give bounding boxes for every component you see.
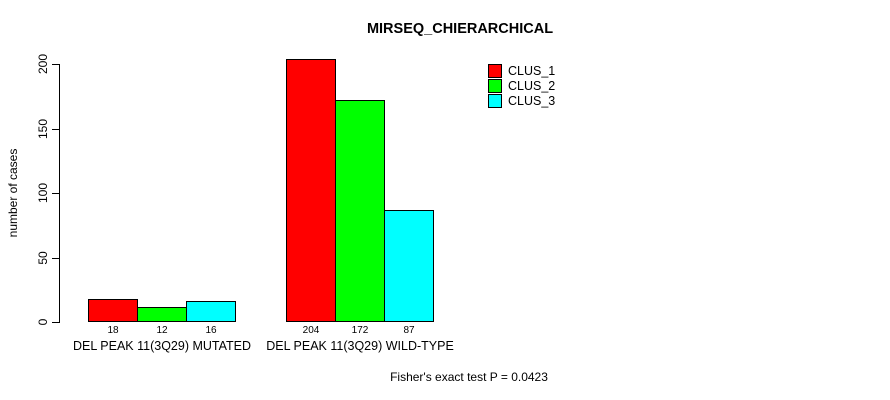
legend-item-clus_3: CLUS_3 xyxy=(488,94,608,109)
y-tick-mark xyxy=(52,128,60,130)
bar-clus_3-group1 xyxy=(186,301,236,322)
y-tick-label: 150 xyxy=(36,118,50,139)
y-tick-mark xyxy=(52,64,60,65)
y-tick-mark xyxy=(52,257,60,259)
legend-item-clus_2: CLUS_2 xyxy=(488,79,608,94)
legend-swatch-clus_2 xyxy=(488,79,502,93)
y-tick-label: 0 xyxy=(36,318,50,326)
legend-label: CLUS_2 xyxy=(508,79,556,93)
y-tick-label: 200 xyxy=(36,53,50,75)
bar-clus_3-group2 xyxy=(384,210,434,322)
bar-value-label: 12 xyxy=(156,325,168,336)
bar-value-label: 16 xyxy=(205,325,217,336)
y-tick-label: 50 xyxy=(36,250,50,265)
bar-clus_2-group1 xyxy=(137,307,187,322)
y-tick-label: 100 xyxy=(36,182,50,204)
bar-value-label: 18 xyxy=(107,325,119,336)
bar-clus_2-group2 xyxy=(335,100,385,322)
category-label: DEL PEAK 11(3Q29) MUTATED xyxy=(72,339,252,353)
annotation-text: Fisher's exact test P = 0.0423 xyxy=(390,370,548,384)
legend-swatch-clus_1 xyxy=(488,64,502,78)
legend-label: CLUS_3 xyxy=(508,94,556,108)
y-tick-mark xyxy=(52,322,60,323)
y-tick-mark xyxy=(52,193,60,194)
bar-value-label: 172 xyxy=(351,325,369,336)
legend-item-clus_1: CLUS_1 xyxy=(488,64,608,79)
bar-clus_1-group2 xyxy=(286,59,336,322)
legend-label: CLUS_1 xyxy=(508,64,556,78)
y-axis-label: number of cases xyxy=(6,148,20,238)
bar-clus_1-group1 xyxy=(88,299,138,322)
category-label: DEL PEAK 11(3Q29) WILD-TYPE xyxy=(266,339,454,353)
legend-swatch-clus_3 xyxy=(488,94,502,108)
chart-title: MIRSEQ_CHIERARCHICAL xyxy=(366,21,554,37)
bar-value-label: 204 xyxy=(302,325,320,336)
legend: CLUS_1 CLUS_2 CLUS_3 xyxy=(488,64,608,109)
bar-value-label: 87 xyxy=(403,325,415,336)
